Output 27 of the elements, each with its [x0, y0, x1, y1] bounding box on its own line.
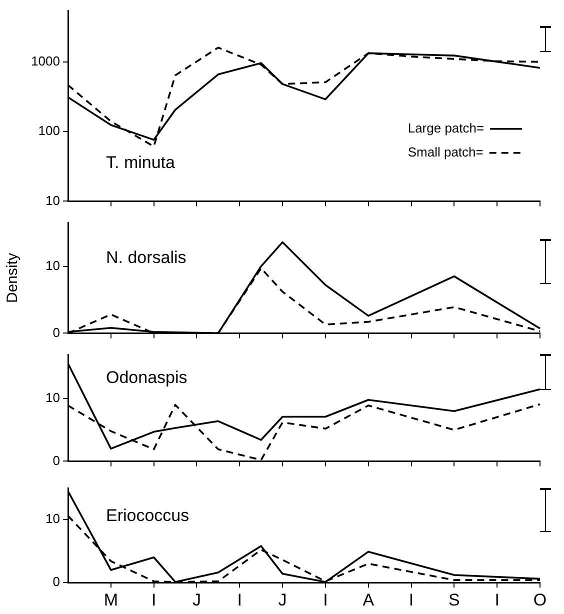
x-tick-label: I: [151, 590, 156, 610]
y-tick-label: 0: [52, 324, 60, 340]
y-tick-label: 0: [52, 452, 60, 468]
x-tick-label: J: [192, 590, 201, 610]
x-tick-label: A: [362, 590, 375, 610]
x-tick-label: S: [448, 590, 460, 610]
y-tick-label: 10: [46, 511, 60, 526]
text: Eriococcus: [106, 506, 190, 526]
text: Odonaspis: [106, 368, 188, 387]
x-tick-label: M: [104, 590, 118, 610]
x-tick-label: I: [494, 590, 500, 610]
x-tick-label: I: [237, 590, 242, 610]
x-tick-label: O: [533, 590, 547, 610]
y-tick-label: 1000: [31, 53, 60, 68]
y-tick-label: 10: [46, 390, 60, 406]
text: T. minuta: [106, 152, 176, 172]
text: N. dorsalis: [106, 248, 186, 267]
y-tick-label: 100: [38, 123, 60, 138]
y-tick-label: 10: [46, 258, 60, 273]
y-tick-label: 10: [46, 192, 60, 208]
legend-label: Small patch=: [408, 144, 484, 160]
x-tick-label: I: [323, 590, 328, 610]
legend-label: Large patch=: [408, 120, 484, 136]
x-tick-label: J: [278, 590, 287, 610]
y-axis-title: Density: [4, 252, 22, 304]
x-tick-label: I: [408, 590, 414, 610]
y-tick-label: 0: [52, 574, 60, 590]
